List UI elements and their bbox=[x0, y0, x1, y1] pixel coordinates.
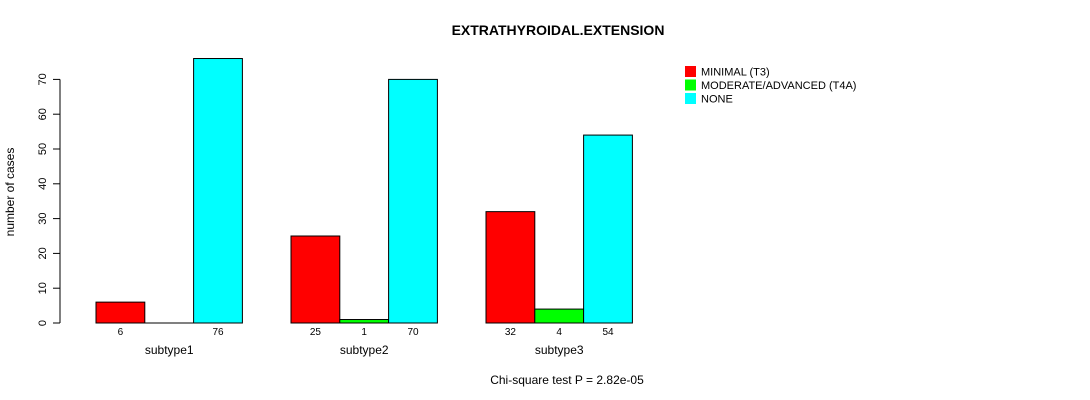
legend-swatch bbox=[685, 79, 696, 91]
value-label-subtype2-none: 70 bbox=[407, 327, 419, 338]
value-labels: 6 76 25 1 70 32 4 54 bbox=[118, 327, 614, 338]
category-labels: subtype1 subtype2 subtype3 bbox=[145, 343, 584, 357]
value-label-subtype1-none: 76 bbox=[212, 327, 224, 338]
y-axis-label: number of cases bbox=[3, 148, 17, 237]
y-tick-label: 60 bbox=[37, 108, 49, 120]
footnote: Chi-square test P = 2.82e-05 bbox=[490, 373, 644, 387]
bar-subtype3-none bbox=[583, 134, 633, 324]
bar-subtype3-minimal-t3 bbox=[485, 211, 536, 324]
y-tick-label: 50 bbox=[37, 143, 49, 155]
legend: MINIMAL (T3)MODERATE/ADVANCED (T4A) NONE bbox=[685, 66, 856, 106]
legend-label: MINIMAL (T3) bbox=[701, 67, 770, 79]
bars bbox=[95, 58, 633, 324]
bar-subtype2-minimal-t3 bbox=[290, 235, 341, 324]
y-tick-label: 30 bbox=[37, 212, 49, 224]
value-label-subtype2-moderate-advanced-t4a: 1 bbox=[361, 327, 367, 338]
category-label-subtype2: subtype2 bbox=[340, 343, 389, 357]
category-label-subtype3: subtype3 bbox=[535, 343, 584, 357]
legend-swatch bbox=[685, 66, 696, 77]
value-label-subtype2-minimal-t3: 25 bbox=[310, 327, 322, 338]
bar-subtype1-none bbox=[193, 58, 243, 324]
y-axis: 0 10 20 30 40 50 60 70 bbox=[37, 73, 61, 326]
bar-subtype2-none bbox=[388, 78, 438, 324]
legend-swatch bbox=[685, 93, 696, 104]
chart-title: EXTRATHYROIDAL.EXTENSION bbox=[452, 22, 665, 38]
legend-label: NONE bbox=[701, 94, 733, 106]
y-tick-label: 0 bbox=[37, 320, 49, 326]
value-label-subtype1-minimal-t3: 6 bbox=[118, 327, 124, 338]
value-label-subtype3-none: 54 bbox=[602, 327, 614, 338]
category-label-subtype1: subtype1 bbox=[145, 343, 194, 357]
y-tick-label: 70 bbox=[37, 73, 49, 85]
bar-subtype2-moderate-advanced-t4a bbox=[339, 319, 390, 324]
value-label-subtype3-moderate-advanced-t4a: 4 bbox=[556, 327, 562, 338]
legend-label: MODERATE/ADVANCED (T4A) bbox=[701, 80, 856, 92]
y-tick-label: 10 bbox=[37, 282, 49, 294]
bar-subtype3-moderate-advanced-t4a bbox=[534, 308, 585, 324]
y-tick-label: 20 bbox=[37, 247, 49, 259]
y-tick-label: 40 bbox=[37, 178, 49, 190]
value-label-subtype3-minimal-t3: 32 bbox=[505, 327, 517, 338]
bar-subtype1-minimal-t3 bbox=[95, 301, 146, 324]
